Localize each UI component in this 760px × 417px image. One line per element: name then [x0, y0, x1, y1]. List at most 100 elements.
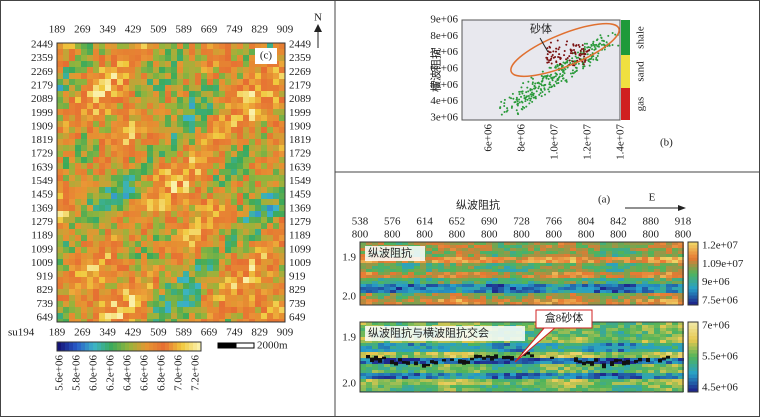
scatter-point: [552, 50, 555, 53]
section-cell: [618, 302, 624, 305]
section-cell: [636, 248, 642, 251]
plot-area: [461, 19, 621, 121]
scatter-point: [555, 47, 558, 50]
section-cell: [618, 349, 624, 352]
section-cell: [660, 334, 666, 337]
section-cell: [672, 287, 678, 290]
map-cell: [75, 247, 81, 253]
map-cell: [117, 169, 123, 175]
map-cell: [117, 295, 123, 301]
section-cell: [624, 328, 630, 331]
section-cell: [444, 370, 450, 373]
scatter-point: [523, 94, 526, 97]
map-cell: [123, 235, 129, 241]
section-cell: [438, 361, 444, 364]
section-cell: [492, 382, 498, 385]
section-cell: [462, 254, 468, 257]
colorbar-tick: 9e+06: [702, 276, 730, 288]
map-cell: [129, 277, 135, 283]
section-cell: [612, 364, 618, 367]
map-cell: [87, 253, 93, 259]
map-cell: [129, 283, 135, 289]
section-cell: [414, 281, 420, 284]
section-cell: [498, 251, 504, 254]
section-cell: [600, 245, 606, 248]
section-cell: [672, 242, 678, 245]
map-cell: [57, 307, 63, 313]
map-cell: [225, 307, 231, 313]
map-cell: [129, 211, 135, 217]
map-cell: [147, 67, 153, 73]
map-cell: [207, 199, 213, 205]
map-cell: [183, 217, 189, 223]
scatter-point: [529, 99, 532, 102]
map-cell: [279, 67, 285, 73]
section-cell: [678, 364, 684, 367]
section-cell: [546, 245, 552, 248]
section-label-bg: [365, 246, 425, 261]
section-cell: [612, 254, 618, 257]
map-cell: [111, 205, 117, 211]
section-cell: [648, 337, 654, 340]
scatter-point: [562, 61, 565, 64]
section-cell: [432, 254, 438, 257]
section-cell: [630, 272, 636, 275]
colorbar-cell: [688, 339, 698, 344]
map-cell: [183, 133, 189, 139]
section-cell: [408, 302, 414, 305]
map-cell: [147, 133, 153, 139]
section-cell: [588, 299, 594, 302]
map-cell: [159, 145, 165, 151]
section-cell: [450, 293, 456, 296]
section-cell: [516, 343, 522, 346]
section-cell: [648, 382, 654, 385]
section-cell: [378, 382, 384, 385]
map-cell: [129, 235, 135, 241]
section-cell: [504, 379, 510, 382]
map-cell: [81, 175, 87, 181]
scatter-point: [550, 76, 553, 79]
map-cell: [183, 163, 189, 169]
map-cell: [99, 127, 105, 133]
section-cell: [498, 376, 504, 379]
map-cell: [165, 193, 171, 199]
section-cell: [516, 281, 522, 284]
map-cell: [69, 199, 75, 205]
map-cell: [135, 193, 141, 199]
section-cell: [492, 302, 498, 305]
section-cell: [456, 251, 462, 254]
section-cell: [528, 352, 534, 355]
map-cell: [111, 169, 117, 175]
map-cell: [111, 181, 117, 187]
map-cell: [219, 271, 225, 277]
section-cell: [516, 385, 522, 388]
section-cell: [492, 257, 498, 260]
map-cell: [63, 223, 69, 229]
section-cell: [624, 290, 630, 293]
section-cell: [414, 284, 420, 287]
map-cell: [147, 79, 153, 85]
map-cell: [129, 241, 135, 247]
section-cell: [630, 254, 636, 257]
map-cell: [75, 265, 81, 271]
map-cell: [183, 289, 189, 295]
section-cell: [672, 302, 678, 305]
section-cell: [552, 358, 558, 361]
section-cell: [654, 340, 660, 343]
section-cell: [528, 367, 534, 370]
section-cell: [456, 284, 462, 287]
section-cell: [462, 355, 468, 358]
section-cell: [396, 275, 402, 278]
map-cell: [141, 61, 147, 67]
section-cell: [606, 257, 612, 260]
scatter-point: [538, 82, 541, 85]
section-cell: [582, 370, 588, 373]
section-cell: [360, 343, 366, 346]
map-cell: [243, 199, 249, 205]
section-cell: [486, 361, 492, 364]
section-cell: [594, 337, 600, 340]
map-cell: [195, 253, 201, 259]
map-cell: [87, 151, 93, 157]
scale-bar: [235, 342, 255, 349]
section-cell: [408, 272, 414, 275]
